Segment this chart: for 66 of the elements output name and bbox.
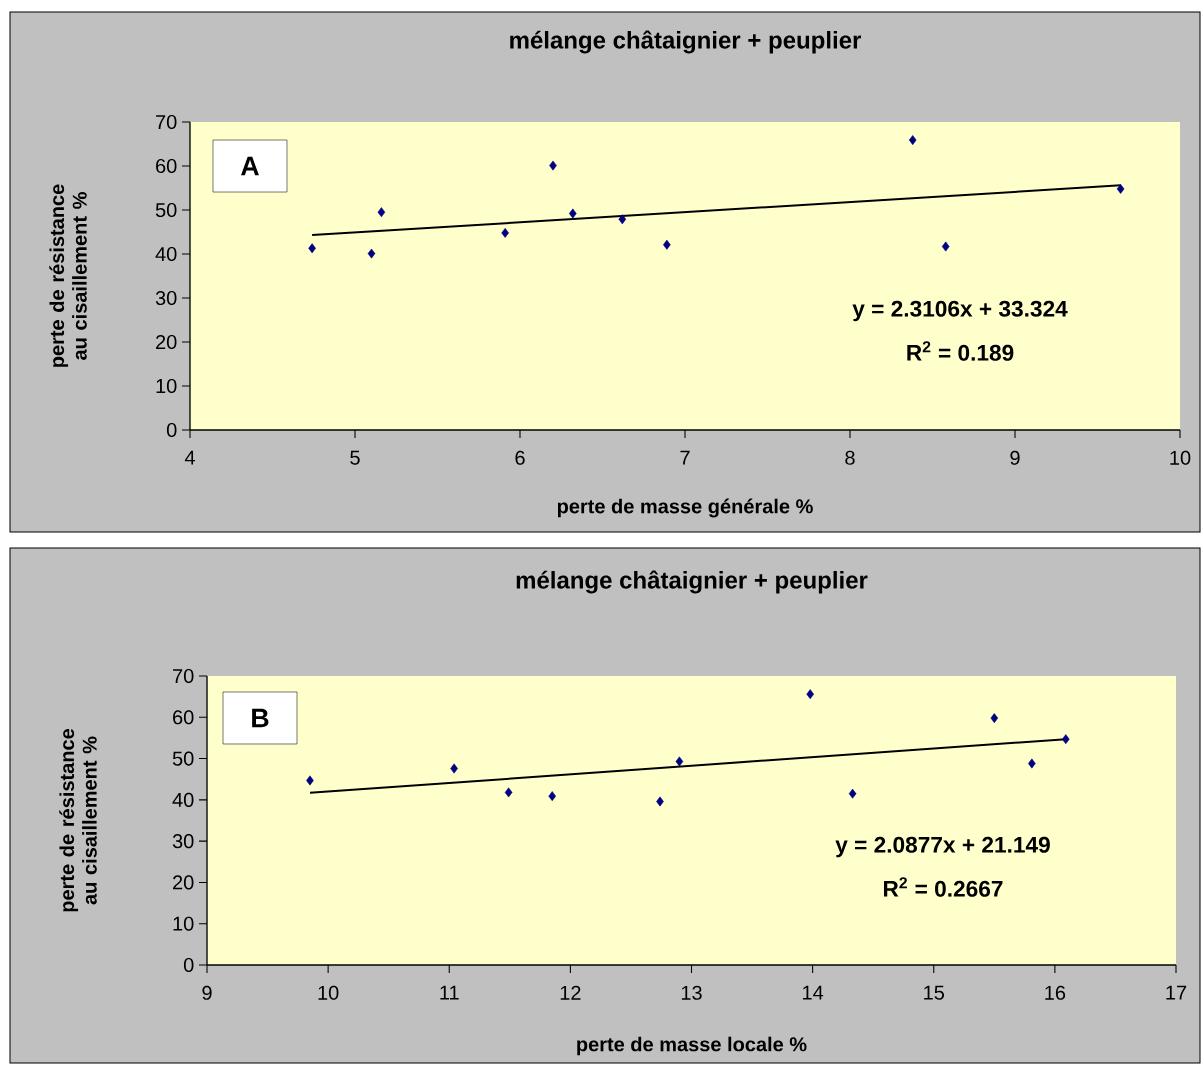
point — [618, 214, 627, 225]
x-tick-label: 10 — [318, 985, 339, 1000]
x-tick-label: 11 — [440, 985, 459, 1000]
y-tick-label: 30 — [155, 290, 177, 306]
x-tick-label: 9 — [1010, 450, 1020, 465]
annotation: R$^{2}$ = 0.2667 — [883, 877, 1003, 897]
point — [990, 713, 999, 724]
x-tick-label: 6 — [515, 450, 525, 465]
point — [1062, 734, 1070, 745]
point — [1116, 183, 1125, 194]
x-tick-label: 13 — [681, 985, 702, 1000]
point — [806, 689, 814, 700]
point — [663, 239, 671, 250]
y-axis-title: perte de résistance au cisaillement % — [49, 184, 87, 367]
y-tick-label: 0 — [166, 422, 177, 438]
y-tick-label: 10 — [173, 916, 194, 931]
point — [306, 775, 314, 786]
point — [450, 763, 458, 774]
x-tick-label: 15 — [924, 985, 945, 1000]
chart-title: mélange châtaignier + peuplier — [516, 570, 868, 594]
x-tick-label: 5 — [350, 450, 360, 465]
y-tick-label: 60 — [156, 158, 177, 174]
y-axis-title: perte de résistance au cisaillement % — [59, 728, 97, 912]
y-tick-label: 40 — [172, 792, 194, 807]
x-tick-label: 17 — [1166, 985, 1187, 1000]
y-tick-label: 50 — [155, 202, 177, 218]
chart-title: mélange châtaignier + peuplier — [510, 30, 862, 54]
annotation: R$^{2}$ = 0.189 — [907, 341, 1014, 361]
y-tick-label: 0 — [183, 957, 194, 973]
point — [569, 208, 577, 219]
y-tick-label: 10 — [156, 378, 177, 394]
point — [848, 788, 857, 799]
x-tick-label: 9 — [202, 985, 212, 1000]
x-tick-label: 4 — [184, 450, 195, 465]
point — [501, 227, 509, 238]
point — [367, 248, 376, 259]
y-tick-label: 60 — [173, 710, 194, 725]
x-tick-label: 12 — [560, 985, 581, 1000]
x-tick-label: 10 — [1170, 450, 1191, 465]
x-tick-label: 7 — [680, 450, 690, 465]
y-tick-label: 20 — [156, 334, 177, 350]
annotation: A — [241, 156, 259, 176]
point — [941, 241, 950, 252]
point — [308, 243, 316, 254]
x-axis-title: perte de masse générale % — [557, 498, 813, 518]
y-tick-label: 30 — [172, 834, 194, 849]
point — [656, 796, 664, 807]
y-tick-label: 70 — [156, 114, 177, 130]
point — [675, 756, 684, 767]
y-tick-label: 70 — [173, 668, 194, 684]
y-tick-label: 20 — [173, 875, 194, 890]
y-tick-label: 50 — [172, 751, 194, 766]
annotation: y = 2.3106x + 33.324 — [852, 300, 1068, 322]
point — [908, 135, 917, 145]
point — [1028, 758, 1036, 769]
x-tick-label: 14 — [803, 985, 824, 1000]
point — [377, 207, 386, 218]
point — [504, 787, 513, 798]
y-tick-label: 40 — [155, 246, 177, 262]
x-tick-label: 16 — [1045, 985, 1066, 1000]
x-tick-label: 8 — [845, 450, 855, 465]
annotation: y = 2.0877x + 21.149 — [835, 836, 1050, 858]
point — [549, 160, 557, 171]
point — [548, 791, 556, 802]
annotation: B — [252, 708, 269, 728]
x-axis-title: perte de masse locale % — [577, 1036, 807, 1056]
